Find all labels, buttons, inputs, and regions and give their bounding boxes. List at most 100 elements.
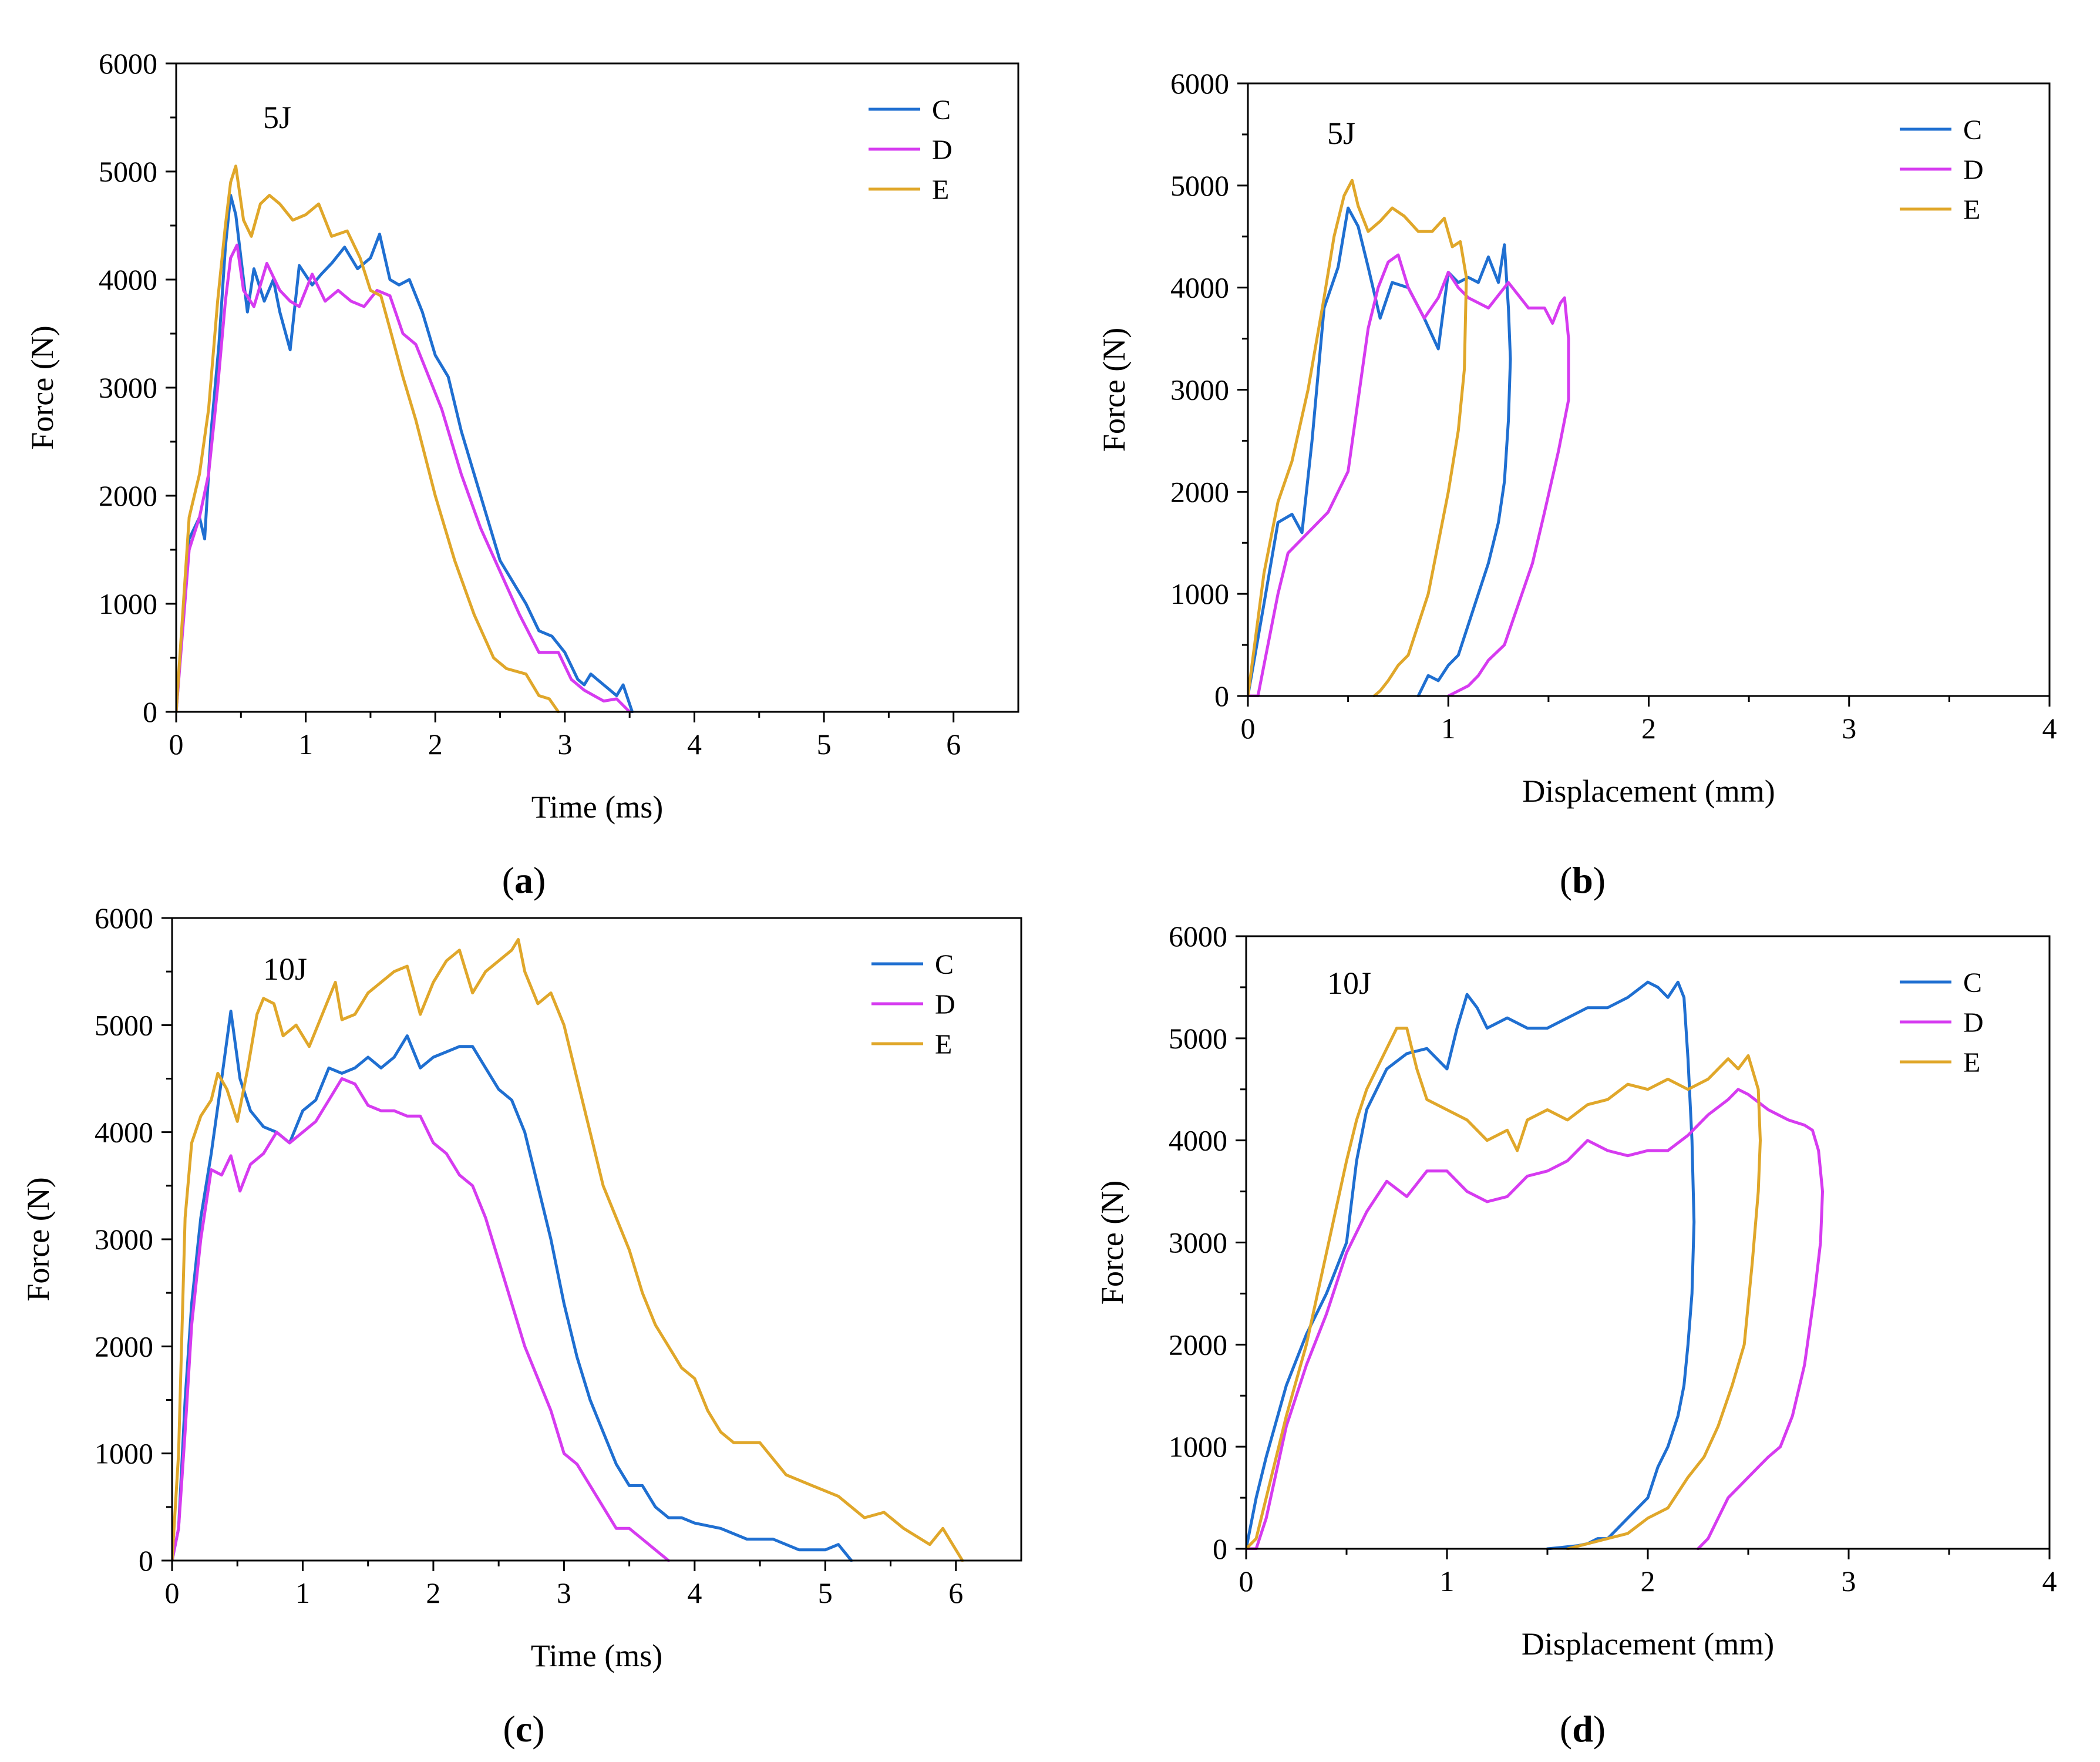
y-tick-label: 4000 [99,263,157,296]
y-tick-label: 3000 [95,1223,153,1256]
series-line-e [1246,1027,1762,1550]
x-tick-label: 6 [946,728,961,761]
legend-label-d: D [1963,1007,1984,1038]
panel-label-open-paren: ( [503,1708,515,1750]
y-tick-label: 5000 [1169,1022,1227,1055]
series-line-c [1248,206,1512,697]
x-tick-label: 1 [1440,1565,1455,1598]
y-tick-label: 0 [1214,680,1229,712]
chart-panel-a: 0 1 2 3 4 5 6 0 1000 2000 3000 4000 5000 6000 Time (ms… [25,47,1019,901]
panel-label-open-paren: ( [1560,1708,1572,1750]
panel-label: (a) [502,859,546,901]
legend-label-c: C [1963,967,1982,998]
y-tick-label: 2000 [1170,475,1229,508]
x-tick-label: 5 [818,1576,833,1609]
y-tick-label: 0 [139,1544,153,1577]
x-tick-label: 3 [557,1576,571,1609]
legend-label-d: D [1963,154,1984,186]
x-tick-label: 2 [426,1576,440,1609]
x-tick-label: 3 [1842,712,1856,745]
legend-label-c: C [932,95,951,126]
panel-label-open-paren: ( [1560,859,1572,901]
x-tick-label: 4 [2042,712,2057,745]
series-line-e [1248,179,1468,697]
y-axis-title: Force (N) [21,1177,56,1301]
series-line-d [1246,1088,1824,1550]
panel-label-close-paren: ) [1593,1708,1606,1750]
series-line-c [1246,980,1696,1550]
panel-label-close-paren: ) [533,859,546,901]
x-tick-label: 2 [428,728,443,761]
y-tick-label: 1000 [1169,1430,1227,1463]
y-tick-label: 6000 [1169,920,1227,953]
series-line-d [172,1077,670,1562]
x-tick-label: 5 [817,728,832,761]
y-axis-title: Force (N) [1096,328,1132,452]
y-tick-label: 3000 [1170,374,1229,406]
y-tick-label: 4000 [1170,271,1229,304]
energy-annotation: 5J [1327,116,1355,151]
series-group [172,938,964,1562]
legend-label-e: E [1963,194,1980,226]
legend-label-e: E [935,1029,952,1060]
y-tick-label: 1000 [95,1437,153,1470]
x-axis-title: Displacement (mm) [1522,1626,1774,1662]
x-tick-label: 6 [948,1576,963,1609]
x-axis-title: Time (ms) [531,1638,663,1673]
x-tick-label: 0 [1241,712,1256,745]
x-tick-label: 3 [1842,1565,1856,1598]
legend-label-d: D [935,989,955,1020]
series-group [176,164,634,713]
panel-label: (d) [1560,1708,1606,1750]
chart-panel-d: 0 1 2 3 4 0 1000 2000 3000 4000 5000 6000 Displaceme… [1095,920,2057,1750]
y-tick-label: 3000 [1169,1226,1227,1259]
energy-annotation: 10J [1327,966,1371,1001]
y-tick-label: 5000 [99,155,157,188]
plot-frame [171,917,1022,1562]
panel-label-letter: c [516,1708,532,1750]
series-group [1248,179,1570,697]
energy-annotation: 5J [263,100,291,135]
x-tick-label: 0 [169,728,184,761]
y-tick-label: 2000 [99,479,157,512]
y-axis-title: Force (N) [25,325,60,449]
x-tick-label: 3 [557,728,572,761]
series-line-e [172,938,964,1562]
x-tick-label: 2 [1641,712,1656,745]
x-tick-label: 1 [298,728,313,761]
legend-label-d: D [932,134,953,166]
x-axis-title: Displacement (mm) [1522,774,1775,809]
y-tick-label: 5000 [1170,169,1229,202]
y-tick-label: 1000 [1170,577,1229,610]
series-group [1246,980,1824,1550]
energy-annotation: 10J [263,951,307,987]
y-tick-label: 6000 [99,47,157,80]
series-line-c [172,1010,853,1562]
x-tick-label: 0 [1239,1565,1254,1598]
y-axis-title: Force (N) [1095,1181,1130,1304]
chart-panel-b: 0 1 2 3 4 0 1000 2000 3000 4000 5000 6000 Displaceme… [1096,67,2057,901]
panel-label-open-paren: ( [502,859,514,901]
x-tick-label: 4 [687,1576,702,1609]
y-tick-label: 6000 [95,902,153,934]
x-tick-label: 4 [687,728,702,761]
panel-label-close-paren: ) [1593,859,1606,901]
y-tick-label: 2000 [1169,1328,1227,1361]
y-tick-label: 4000 [1169,1124,1227,1157]
series-line-c [176,194,634,713]
panel-label-letter: b [1572,859,1593,901]
panel-label-letter: a [514,859,533,901]
legend-label-c: C [935,949,954,980]
chart-panel-c: 0 1 2 3 4 5 6 0 1000 2000 3000 4000 5000 6000 Time (ms… [21,902,1022,1750]
x-tick-label: 4 [2042,1565,2057,1598]
series-line-e [176,164,560,713]
y-tick-label: 2000 [95,1330,153,1363]
plot-frame [1247,82,2051,697]
x-axis-title: Time (ms) [531,789,664,825]
panel-label: (c) [503,1708,544,1750]
x-tick-label: 1 [295,1576,310,1609]
y-tick-label: 5000 [95,1008,153,1041]
y-tick-label: 0 [143,695,157,728]
panel-label-letter: d [1572,1708,1593,1750]
